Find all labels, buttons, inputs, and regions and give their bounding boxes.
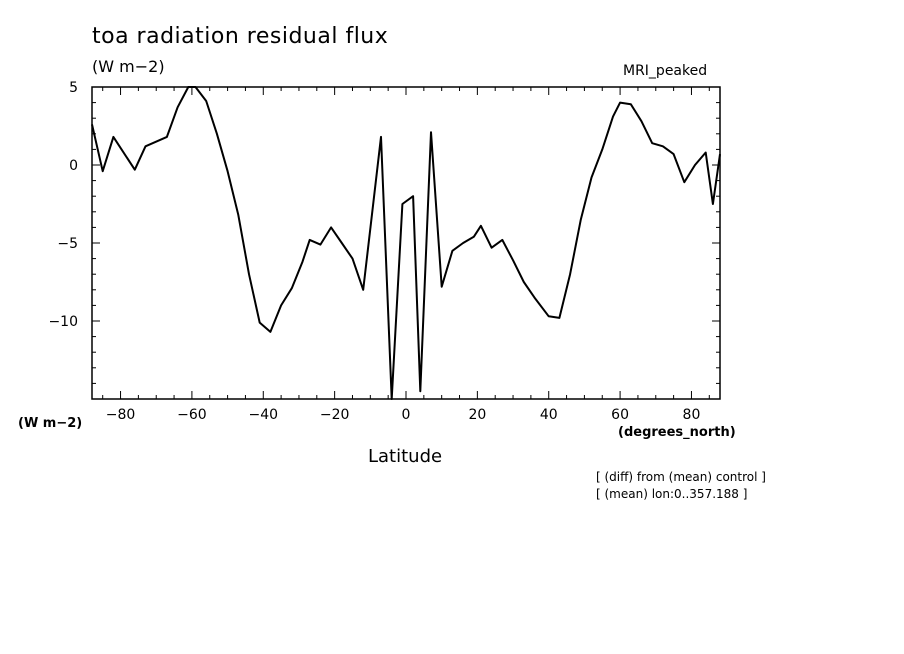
y-tick-label: 0	[69, 158, 78, 174]
y-units-label: (W m−2)	[18, 416, 83, 431]
model-label: MRI_peaked	[623, 63, 708, 79]
x-tick-label: −20	[320, 407, 350, 423]
series-line-mri-peaked	[91, 86, 721, 400]
y-tick-label: 5	[69, 80, 78, 96]
x-units-label: (degrees_north)	[618, 425, 736, 440]
x-tick-label: −60	[177, 407, 207, 423]
x-tick-label: 80	[683, 407, 701, 423]
axis-ticks	[92, 86, 720, 400]
y-tick-label: −5	[57, 236, 78, 252]
x-tick-label: 20	[468, 407, 486, 423]
y-tick-label: −10	[48, 314, 78, 330]
x-tick-label: 60	[611, 407, 629, 423]
title-units-label: (W m−2)	[92, 57, 165, 76]
x-tick-label: 40	[540, 407, 558, 423]
x-tick-label: −80	[106, 407, 136, 423]
x-tick-label: −40	[248, 407, 278, 423]
note-mean: [ (mean) lon:0..357.188 ]	[596, 487, 748, 501]
tick-labels: −80 −60 −40 −20 0 20 40 60 80 −10 −5 0 5	[48, 80, 700, 423]
x-tick-label: 0	[402, 407, 411, 423]
chart-title: toa radiation residual flux	[92, 24, 389, 49]
x-axis-title: Latitude	[368, 446, 443, 467]
plot-frame	[91, 86, 721, 400]
note-diff: [ (diff) from (mean) control ]	[596, 470, 766, 484]
